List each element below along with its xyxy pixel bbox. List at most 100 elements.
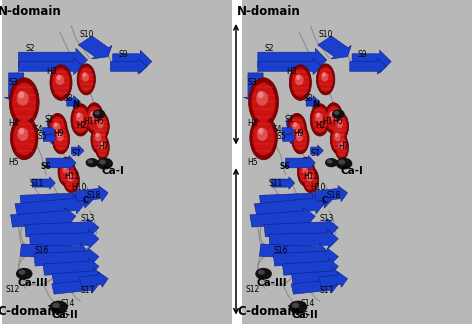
Ellipse shape bbox=[85, 103, 103, 134]
Ellipse shape bbox=[60, 160, 74, 183]
Text: S2: S2 bbox=[25, 44, 35, 53]
Text: S8: S8 bbox=[303, 94, 313, 103]
Circle shape bbox=[339, 160, 345, 164]
Ellipse shape bbox=[335, 135, 349, 160]
Ellipse shape bbox=[334, 115, 347, 137]
Text: H9: H9 bbox=[293, 129, 303, 138]
Ellipse shape bbox=[63, 165, 67, 169]
Text: S5: S5 bbox=[277, 132, 287, 141]
Ellipse shape bbox=[337, 120, 341, 124]
Ellipse shape bbox=[13, 120, 35, 155]
Ellipse shape bbox=[293, 122, 297, 127]
FancyArrow shape bbox=[292, 268, 343, 285]
Ellipse shape bbox=[302, 165, 306, 169]
Ellipse shape bbox=[50, 117, 65, 143]
Ellipse shape bbox=[96, 133, 99, 137]
Ellipse shape bbox=[82, 72, 86, 77]
Text: H5: H5 bbox=[8, 158, 19, 167]
Circle shape bbox=[97, 158, 112, 169]
Text: S12: S12 bbox=[245, 284, 259, 294]
Text: H11: H11 bbox=[64, 172, 79, 181]
Ellipse shape bbox=[332, 128, 345, 151]
FancyArrow shape bbox=[20, 189, 94, 208]
Ellipse shape bbox=[257, 91, 264, 98]
Bar bbox=[242, 0, 472, 324]
Ellipse shape bbox=[18, 128, 24, 134]
Ellipse shape bbox=[317, 64, 335, 95]
Text: S9: S9 bbox=[118, 50, 128, 59]
FancyArrow shape bbox=[291, 277, 338, 294]
Circle shape bbox=[328, 160, 332, 163]
Ellipse shape bbox=[99, 142, 104, 149]
Ellipse shape bbox=[95, 135, 109, 160]
Ellipse shape bbox=[308, 174, 311, 178]
Circle shape bbox=[19, 271, 25, 274]
Ellipse shape bbox=[50, 65, 72, 100]
FancyArrow shape bbox=[283, 133, 296, 144]
Text: S7: S7 bbox=[311, 149, 320, 158]
FancyArrow shape bbox=[52, 268, 103, 285]
Circle shape bbox=[100, 160, 105, 164]
FancyArrow shape bbox=[43, 133, 56, 144]
Text: H11: H11 bbox=[303, 172, 319, 181]
Ellipse shape bbox=[258, 128, 264, 134]
Circle shape bbox=[95, 111, 99, 114]
Ellipse shape bbox=[18, 128, 28, 141]
Ellipse shape bbox=[333, 113, 349, 140]
Ellipse shape bbox=[334, 133, 341, 142]
Ellipse shape bbox=[56, 75, 61, 80]
Text: Ca-III: Ca-III bbox=[257, 278, 287, 287]
FancyArrow shape bbox=[258, 48, 327, 72]
Text: S2: S2 bbox=[264, 44, 274, 53]
Ellipse shape bbox=[64, 167, 79, 193]
FancyArrow shape bbox=[250, 208, 315, 227]
FancyArrow shape bbox=[32, 177, 55, 189]
FancyArrow shape bbox=[350, 59, 387, 74]
Ellipse shape bbox=[18, 91, 24, 98]
FancyArrow shape bbox=[10, 208, 76, 227]
Ellipse shape bbox=[58, 157, 75, 186]
Ellipse shape bbox=[315, 113, 323, 122]
Ellipse shape bbox=[312, 107, 328, 133]
Ellipse shape bbox=[292, 68, 309, 97]
FancyArrow shape bbox=[255, 195, 325, 216]
Circle shape bbox=[337, 158, 352, 169]
Ellipse shape bbox=[77, 112, 81, 118]
Circle shape bbox=[290, 301, 307, 313]
FancyArrow shape bbox=[352, 50, 391, 73]
FancyArrow shape bbox=[52, 277, 99, 294]
Ellipse shape bbox=[326, 106, 341, 131]
Ellipse shape bbox=[256, 91, 268, 106]
Circle shape bbox=[50, 301, 67, 313]
Text: H3: H3 bbox=[46, 67, 57, 76]
Ellipse shape bbox=[322, 72, 326, 77]
Ellipse shape bbox=[289, 65, 311, 100]
Ellipse shape bbox=[9, 78, 39, 126]
FancyArrow shape bbox=[47, 118, 56, 127]
Text: H7: H7 bbox=[338, 142, 348, 151]
Text: S16: S16 bbox=[274, 246, 288, 255]
Text: S18: S18 bbox=[326, 191, 341, 200]
Ellipse shape bbox=[95, 115, 108, 137]
Text: N: N bbox=[73, 100, 80, 109]
FancyArrow shape bbox=[79, 272, 108, 287]
FancyArrow shape bbox=[67, 96, 81, 109]
Ellipse shape bbox=[295, 75, 304, 85]
Ellipse shape bbox=[91, 125, 107, 154]
Ellipse shape bbox=[337, 120, 343, 128]
Text: C-domain: C-domain bbox=[237, 305, 300, 318]
Ellipse shape bbox=[10, 116, 38, 160]
Ellipse shape bbox=[249, 78, 279, 126]
Text: N: N bbox=[312, 100, 319, 109]
Ellipse shape bbox=[73, 107, 88, 133]
FancyArrow shape bbox=[71, 145, 84, 156]
Text: S8: S8 bbox=[64, 94, 73, 103]
Ellipse shape bbox=[97, 138, 108, 157]
Ellipse shape bbox=[321, 72, 328, 82]
FancyArrow shape bbox=[319, 272, 347, 287]
Ellipse shape bbox=[307, 174, 313, 182]
Text: H10: H10 bbox=[310, 183, 326, 192]
FancyArrow shape bbox=[30, 230, 99, 249]
Ellipse shape bbox=[292, 125, 309, 154]
Bar bbox=[2, 0, 232, 324]
